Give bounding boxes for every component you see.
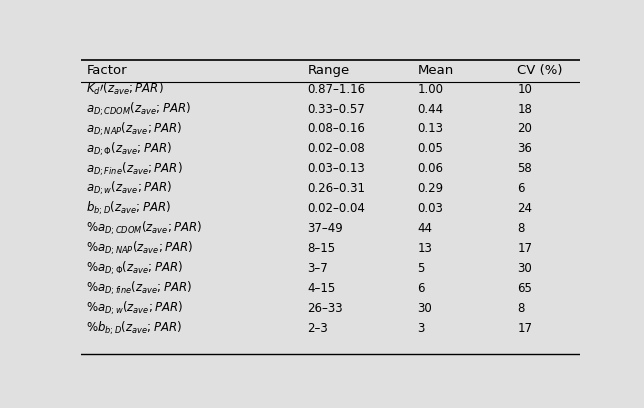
Text: $\mathrm{\%}\mathit{a_{D;NAP}}(z_{ave};PAR)$: $\mathrm{\%}\mathit{a_{D;NAP}}(z_{ave};P… — [86, 240, 194, 257]
Text: 17: 17 — [517, 322, 532, 335]
Text: $\mathrm{\%}\mathit{a_{D;w}}(z_{ave};PAR)$: $\mathrm{\%}\mathit{a_{D;w}}(z_{ave};PAR… — [86, 299, 184, 317]
Text: 2–3: 2–3 — [308, 322, 328, 335]
Text: 8–15: 8–15 — [308, 242, 336, 255]
Text: 5: 5 — [417, 262, 425, 275]
Text: 0.03: 0.03 — [417, 202, 443, 215]
Text: 37–49: 37–49 — [308, 222, 343, 235]
Text: $\mathrm{\%}\mathit{a_{D;\Phi}}(z_{ave};PAR)$: $\mathrm{\%}\mathit{a_{D;\Phi}}(z_{ave};… — [86, 259, 184, 277]
Text: 65: 65 — [517, 282, 532, 295]
Text: $\mathit{a_{D;CDOM}}(z_{ave};PAR)$: $\mathit{a_{D;CDOM}}(z_{ave};PAR)$ — [86, 100, 192, 118]
Text: 6: 6 — [517, 182, 525, 195]
Text: 0.87–1.16: 0.87–1.16 — [308, 83, 366, 95]
Text: 26–33: 26–33 — [308, 302, 343, 315]
Text: 3–7: 3–7 — [308, 262, 328, 275]
Text: $\mathit{a_{D;w}}(z_{ave};PAR)$: $\mathit{a_{D;w}}(z_{ave};PAR)$ — [86, 180, 173, 197]
Text: 0.44: 0.44 — [417, 102, 444, 115]
Text: 4–15: 4–15 — [308, 282, 336, 295]
Text: 10: 10 — [517, 83, 532, 95]
Text: CV (%): CV (%) — [517, 64, 563, 77]
Text: 44: 44 — [417, 222, 432, 235]
Text: Mean: Mean — [417, 64, 453, 77]
Text: 58: 58 — [517, 162, 532, 175]
Text: 8: 8 — [517, 302, 525, 315]
Text: 30: 30 — [417, 302, 432, 315]
Text: 0.26–0.31: 0.26–0.31 — [308, 182, 366, 195]
Text: 20: 20 — [517, 122, 532, 135]
Text: 0.13: 0.13 — [417, 122, 443, 135]
Text: $\mathit{b_{b;D}}(z_{ave};PAR)$: $\mathit{b_{b;D}}(z_{ave};PAR)$ — [86, 200, 171, 217]
Text: 0.29: 0.29 — [417, 182, 444, 195]
Text: 30: 30 — [517, 262, 532, 275]
Text: 24: 24 — [517, 202, 532, 215]
Text: 0.02–0.04: 0.02–0.04 — [308, 202, 365, 215]
Text: 17: 17 — [517, 242, 532, 255]
Text: $\mathrm{\%}\mathit{b_{b;D}}(z_{ave};PAR)$: $\mathrm{\%}\mathit{b_{b;D}}(z_{ave};PAR… — [86, 319, 183, 337]
Text: Factor: Factor — [86, 64, 127, 77]
Text: $\mathrm{\%}\mathit{a_{D;CDOM}}(z_{ave};PAR)$: $\mathrm{\%}\mathit{a_{D;CDOM}}(z_{ave};… — [86, 220, 203, 237]
Text: 0.03–0.13: 0.03–0.13 — [308, 162, 365, 175]
Text: 8: 8 — [517, 222, 525, 235]
Text: 0.33–0.57: 0.33–0.57 — [308, 102, 365, 115]
Text: 0.08–0.16: 0.08–0.16 — [308, 122, 365, 135]
Text: 0.02–0.08: 0.02–0.08 — [308, 142, 365, 155]
Text: 6: 6 — [417, 282, 425, 295]
Text: 13: 13 — [417, 242, 432, 255]
Text: Range: Range — [308, 64, 350, 77]
Text: $\mathrm{\%}\mathit{a_{D;fine}}(z_{ave};PAR)$: $\mathrm{\%}\mathit{a_{D;fine}}(z_{ave};… — [86, 279, 193, 297]
Text: 0.05: 0.05 — [417, 142, 443, 155]
Text: 18: 18 — [517, 102, 532, 115]
Text: 0.06: 0.06 — [417, 162, 443, 175]
Text: 1.00: 1.00 — [417, 83, 443, 95]
Text: $\mathit{a_{D;\Phi}}(z_{ave};PAR)$: $\mathit{a_{D;\Phi}}(z_{ave};PAR)$ — [86, 140, 173, 157]
Text: 36: 36 — [517, 142, 532, 155]
Text: $\mathit{K_d{\prime}}(z_{ave};PAR)$: $\mathit{K_d{\prime}}(z_{ave};PAR)$ — [86, 81, 164, 97]
Text: 3: 3 — [417, 322, 425, 335]
Text: $\mathit{a_{D;Fine}}(z_{ave};PAR)$: $\mathit{a_{D;Fine}}(z_{ave};PAR)$ — [86, 160, 184, 177]
Text: $\mathit{a_{D;NAP}}(z_{ave};PAR)$: $\mathit{a_{D;NAP}}(z_{ave};PAR)$ — [86, 120, 183, 137]
